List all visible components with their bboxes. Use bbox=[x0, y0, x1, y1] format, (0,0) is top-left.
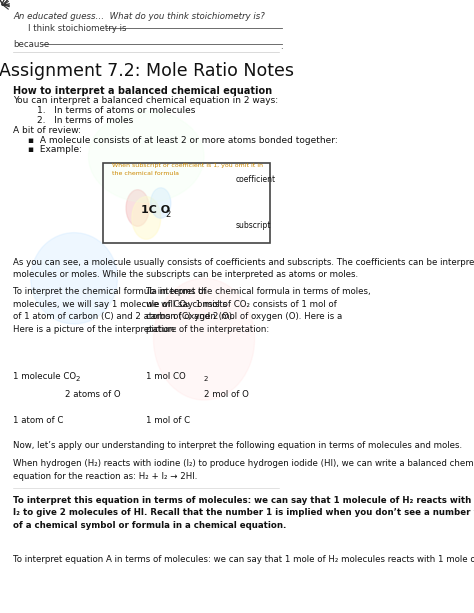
Text: because: because bbox=[13, 40, 50, 49]
Text: 1.   In terms of atoms or molecules: 1. In terms of atoms or molecules bbox=[36, 105, 195, 115]
Text: When hydrogen (H₂) reacts with iodine (I₂) to produce hydrogen iodide (HI), we c: When hydrogen (H₂) reacts with iodine (I… bbox=[13, 459, 474, 481]
Text: To interpret this equation in terms of molecules: we can say that 1 molecule of : To interpret this equation in terms of m… bbox=[13, 496, 474, 530]
Text: As you can see, a molecule usually consists of coefficients and subscripts. The : As you can see, a molecule usually consi… bbox=[13, 257, 474, 279]
Text: You can interpret a balanced chemical equation in 2 ways:: You can interpret a balanced chemical eq… bbox=[13, 96, 279, 105]
Text: the chemical formula: the chemical formula bbox=[112, 171, 179, 177]
Text: 1 atom of C: 1 atom of C bbox=[13, 416, 64, 425]
Text: I think stoichiometry is: I think stoichiometry is bbox=[28, 25, 127, 33]
Text: To interpret equation A in terms of molecules: we can say that 1 mole of H₂ mole: To interpret equation A in terms of mole… bbox=[13, 555, 474, 565]
Text: An educated guess…  What do you think stoichiometry is?: An educated guess… What do you think sto… bbox=[13, 12, 265, 21]
Text: 1C O: 1C O bbox=[140, 205, 170, 215]
Ellipse shape bbox=[126, 190, 149, 226]
Text: 1 mol CO: 1 mol CO bbox=[146, 371, 186, 381]
Text: To interpret the chemical formula in terms of
molecules, we will say 1 molecule : To interpret the chemical formula in ter… bbox=[13, 287, 235, 334]
Bar bbox=[103, 163, 271, 243]
Ellipse shape bbox=[151, 188, 171, 218]
Text: subscript: subscript bbox=[236, 221, 271, 230]
Text: 2: 2 bbox=[75, 376, 80, 382]
Text: Now, let’s apply our understanding to interpret the following equation in terms : Now, let’s apply our understanding to in… bbox=[13, 441, 463, 451]
Text: To interpret the chemical formula in terms of moles,
we will say 1 mol of CO₂ co: To interpret the chemical formula in ter… bbox=[146, 287, 371, 334]
Text: 1 mol of C: 1 mol of C bbox=[146, 416, 191, 425]
Text: When subscript or coefficient is 1, you omit it in: When subscript or coefficient is 1, you … bbox=[112, 163, 263, 169]
Text: 2.   In terms of moles: 2. In terms of moles bbox=[36, 116, 133, 124]
Text: Assignment 7.2: Mole Ratio Notes: Assignment 7.2: Mole Ratio Notes bbox=[0, 62, 294, 80]
Text: .: . bbox=[281, 42, 283, 51]
Text: coefficient: coefficient bbox=[236, 175, 276, 185]
Text: 2: 2 bbox=[203, 376, 208, 382]
Text: A bit of review:: A bit of review: bbox=[13, 126, 82, 135]
Ellipse shape bbox=[31, 233, 118, 324]
Text: 2 atoms of O: 2 atoms of O bbox=[65, 390, 121, 398]
Text: 2 mol of O: 2 mol of O bbox=[204, 390, 249, 398]
Ellipse shape bbox=[154, 278, 255, 400]
Ellipse shape bbox=[89, 111, 204, 202]
Text: How to interpret a balanced chemical equation: How to interpret a balanced chemical equ… bbox=[13, 86, 273, 96]
Ellipse shape bbox=[132, 197, 161, 239]
Text: ▪  A molecule consists of at least 2 or more atoms bonded together:: ▪ A molecule consists of at least 2 or m… bbox=[28, 135, 337, 145]
Text: ▪  Example:: ▪ Example: bbox=[28, 145, 82, 154]
Text: 2: 2 bbox=[165, 210, 170, 219]
Text: 1 molecule CO: 1 molecule CO bbox=[13, 371, 77, 381]
